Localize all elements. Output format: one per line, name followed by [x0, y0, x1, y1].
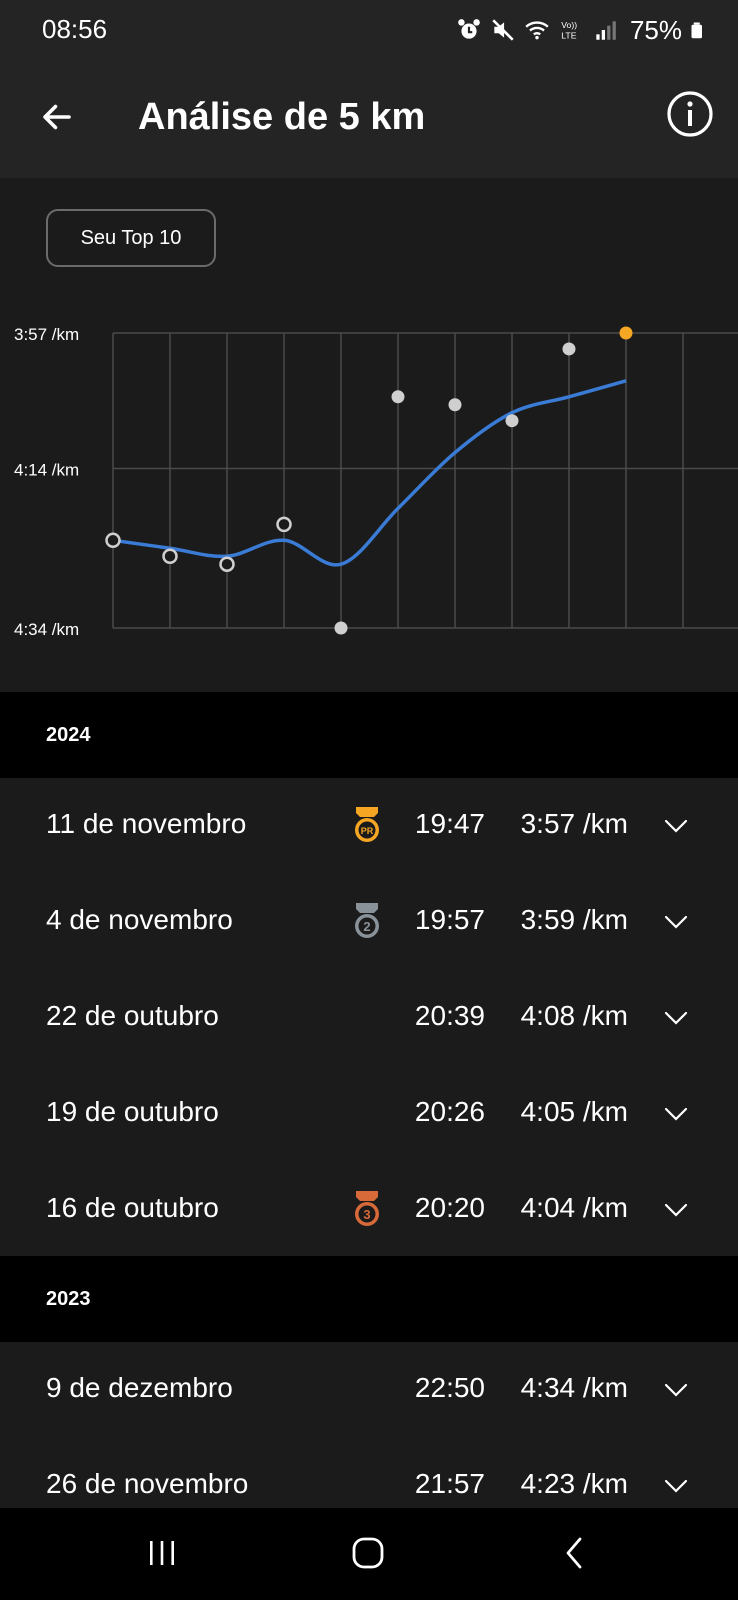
activity-row[interactable]: 9 de dezembro 22:50 4:34 /km	[0, 1342, 738, 1438]
app-bar: Análise de 5 km	[0, 64, 738, 178]
data-point[interactable]	[505, 414, 519, 428]
home-button[interactable]	[338, 1528, 398, 1578]
activity-row[interactable]: 26 de novembro 21:57 4:23 /km	[0, 1438, 738, 1508]
activity-pace: 4:05 /km	[520, 1096, 628, 1127]
activity-date: 19 de outubro	[46, 1096, 219, 1127]
activity-pace: 3:59 /km	[520, 904, 628, 935]
data-point[interactable]	[105, 532, 121, 549]
medal-text: 3	[363, 1207, 370, 1222]
second-medal-icon: 2	[355, 903, 379, 938]
battery-percent: 75%	[629, 14, 682, 45]
chevron-down-icon[interactable]	[662, 1100, 690, 1128]
activity-pace: 4:08 /km	[520, 1000, 628, 1031]
pace-chart: 3:57 /km 4:14 /km 4:34 /km	[14, 325, 738, 639]
status-time: 08:56	[42, 14, 108, 44]
alarm-icon	[458, 19, 480, 39]
back-icon	[566, 1537, 582, 1569]
year-header-2023: 2023	[0, 1256, 738, 1342]
mute-icon	[492, 19, 514, 41]
pr-medal-icon: PR	[355, 807, 379, 842]
chevron-down-icon[interactable]	[662, 812, 690, 840]
status-icons: Vo)) LTE 75%	[456, 12, 708, 48]
y-tick-label: 4:14 /km	[14, 461, 79, 480]
activity-time: 20:20	[414, 1192, 485, 1223]
data-point[interactable]	[162, 548, 178, 564]
page-title: Análise de 5 km	[138, 96, 426, 138]
activity-date: 16 de outubro	[46, 1192, 219, 1223]
medal-text: PR	[361, 826, 374, 836]
activity-pace: 4:04 /km	[520, 1192, 628, 1223]
nav-back-button[interactable]	[546, 1528, 606, 1578]
data-point[interactable]	[219, 556, 235, 572]
data-point[interactable]	[334, 621, 348, 635]
system-nav-bar	[0, 1508, 738, 1600]
chevron-down-icon[interactable]	[662, 1004, 690, 1032]
battery-icon	[691, 22, 702, 39]
activity-time: 21:57	[414, 1468, 485, 1499]
activity-time: 19:57	[414, 904, 485, 935]
chart-area: Seu Top 10 3:57 /km 4:14 /km 4:34 /km	[0, 178, 738, 692]
activity-row[interactable]: 11 de novembro PR 19:47 3:57 /km	[0, 778, 738, 874]
activity-pace: 4:34 /km	[520, 1372, 628, 1403]
third-medal-icon: 3	[355, 1191, 379, 1226]
activity-list-2024: 11 de novembro PR 19:47 3:57 /km 4 de no…	[0, 778, 738, 1256]
activity-row[interactable]: 16 de outubro 3 20:20 4:04 /km	[0, 1162, 738, 1258]
activity-date: 4 de novembro	[46, 904, 233, 935]
activity-list-2023: 9 de dezembro 22:50 4:34 /km 26 de novem…	[0, 1342, 738, 1508]
y-tick-label: 4:34 /km	[14, 620, 79, 639]
data-point[interactable]	[276, 516, 292, 533]
medal-text: 2	[363, 919, 370, 934]
year-header-2024: 2024	[0, 692, 738, 778]
activity-time: 19:47	[414, 808, 485, 839]
back-arrow-icon	[43, 104, 71, 130]
activity-row[interactable]: 4 de novembro 2 19:57 3:59 /km	[0, 874, 738, 970]
activity-date: 26 de novembro	[46, 1468, 249, 1499]
activity-date: 9 de dezembro	[46, 1372, 233, 1403]
activity-pace: 4:23 /km	[520, 1468, 628, 1499]
wifi-icon	[525, 21, 549, 40]
chevron-down-icon[interactable]	[662, 1196, 690, 1224]
data-point[interactable]	[619, 326, 633, 340]
activity-time: 22:50	[414, 1372, 485, 1403]
activity-date: 11 de novembro	[46, 808, 247, 839]
volte-icon: Vo))LTE	[561, 20, 577, 41]
y-tick-label: 3:57 /km	[14, 325, 79, 344]
activity-row[interactable]: 19 de outubro 20:26 4:05 /km	[0, 1066, 738, 1162]
home-icon	[352, 1537, 384, 1569]
activity-pace: 3:57 /km	[520, 808, 628, 839]
chevron-down-icon[interactable]	[662, 1472, 690, 1500]
svg-text:LTE: LTE	[561, 31, 576, 41]
back-button[interactable]	[32, 92, 82, 142]
recent-apps-icon	[150, 1541, 174, 1565]
year-label: 2023	[46, 1288, 91, 1310]
data-point[interactable]	[391, 390, 405, 404]
chevron-down-icon[interactable]	[662, 1376, 690, 1404]
top10-filter-chip[interactable]: Seu Top 10	[46, 209, 216, 267]
svg-text:Vo)): Vo))	[561, 20, 577, 30]
recent-apps-button[interactable]	[132, 1528, 192, 1578]
year-label: 2024	[46, 724, 91, 746]
activity-time: 20:39	[414, 1000, 485, 1031]
data-point[interactable]	[562, 342, 576, 356]
chevron-down-icon[interactable]	[662, 908, 690, 936]
activity-date: 22 de outubro	[46, 1000, 219, 1031]
activity-time: 20:26	[414, 1096, 485, 1127]
trend-line	[112, 379, 627, 567]
status-bar: 08:56 Vo)) LTE 75%	[0, 0, 738, 64]
activity-row[interactable]: 22 de outubro 20:39 4:08 /km	[0, 970, 738, 1066]
data-point[interactable]	[448, 398, 462, 412]
signal-icon	[596, 21, 616, 40]
info-icon[interactable]	[664, 88, 716, 140]
